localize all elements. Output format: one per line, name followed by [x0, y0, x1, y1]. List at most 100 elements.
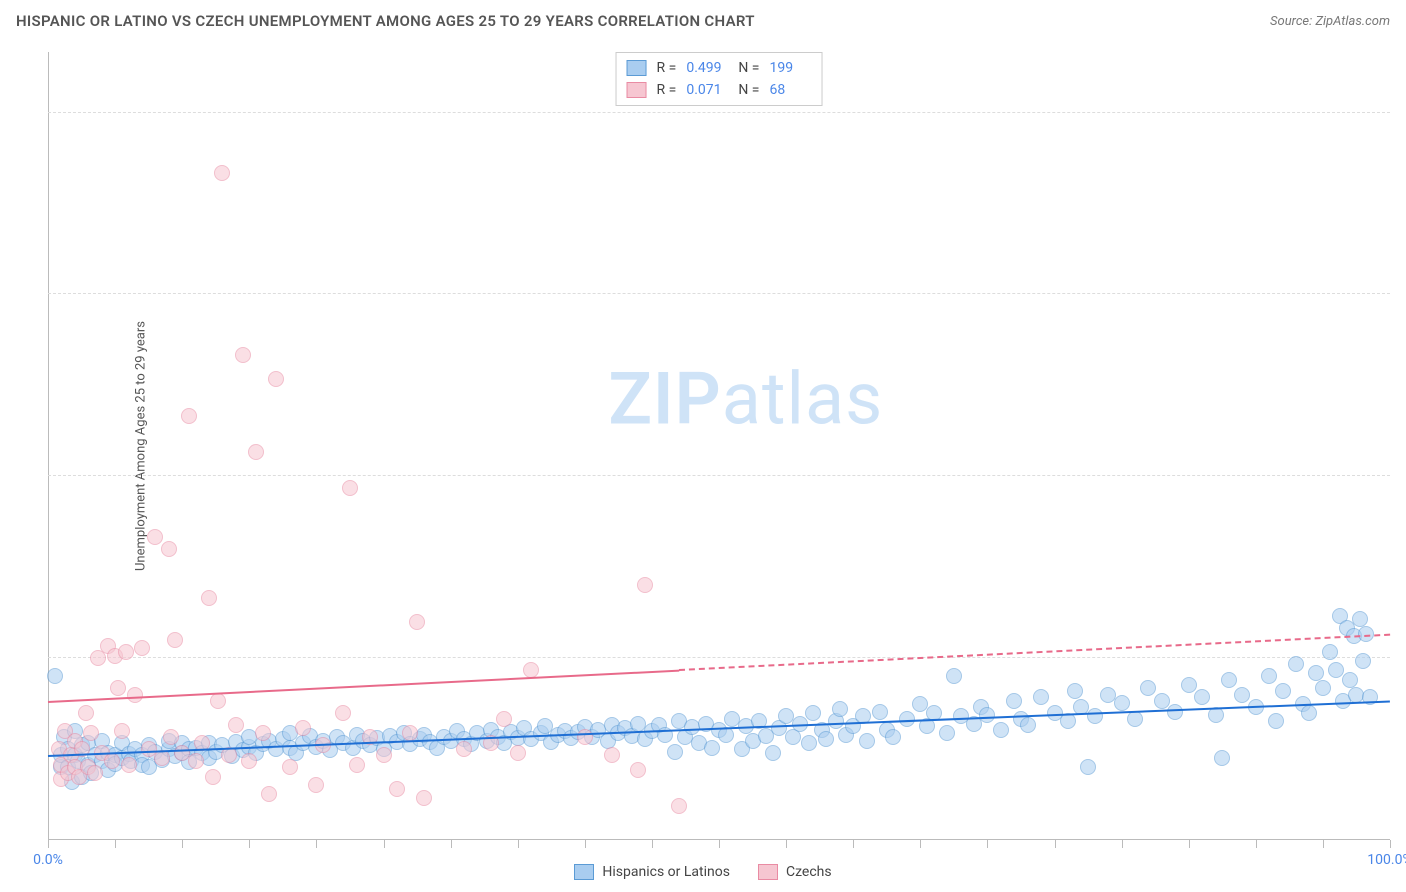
- hispanics-point: [1261, 668, 1277, 684]
- hispanics-point: [1221, 672, 1237, 688]
- hispanics-point: [1194, 689, 1210, 705]
- x-tick: [1189, 840, 1190, 848]
- x-tick: [249, 840, 250, 848]
- hispanics-point: [765, 745, 781, 761]
- czechs-trend-line-dashed: [679, 634, 1390, 671]
- hispanics-legend-swatch: [574, 864, 594, 880]
- hispanics-point: [1234, 687, 1250, 703]
- hispanics-point: [1033, 689, 1049, 705]
- czechs-point: [228, 717, 244, 733]
- czechs-point: [295, 720, 311, 736]
- hispanics-point: [946, 668, 962, 684]
- y-axis-line: [48, 52, 49, 840]
- watermark-atlas: atlas: [722, 356, 884, 441]
- hispanics-point: [1288, 656, 1304, 672]
- czechs-point: [188, 753, 204, 769]
- hispanics-point: [818, 731, 834, 747]
- czechs-point: [201, 590, 217, 606]
- czechs-point: [83, 725, 99, 741]
- n-value: 68: [769, 79, 811, 101]
- czechs-point: [248, 444, 264, 460]
- czechs-point: [335, 705, 351, 721]
- hispanics-point: [1087, 708, 1103, 724]
- czechs-point: [78, 705, 94, 721]
- x-tick: [1055, 840, 1056, 848]
- r-label: R =: [657, 79, 677, 101]
- czechs-point: [456, 741, 472, 757]
- czechs-trend-line: [48, 669, 679, 702]
- hispanics-point: [1301, 705, 1317, 721]
- hispanics-point: [1127, 711, 1143, 727]
- r-value: 0.071: [686, 79, 728, 101]
- czechs-point: [268, 371, 284, 387]
- czechs-point: [114, 723, 130, 739]
- czechs-point: [235, 347, 251, 363]
- hispanics-point: [704, 740, 720, 756]
- hispanics-point: [1322, 644, 1338, 660]
- n-label: N =: [738, 79, 759, 101]
- czechs-point: [161, 541, 177, 557]
- x-tick: [920, 840, 921, 848]
- czechs-point: [127, 687, 143, 703]
- czechs-point: [214, 165, 230, 181]
- czechs-point: [110, 680, 126, 696]
- hispanics-point: [1006, 693, 1022, 709]
- hispanics-point: [1140, 680, 1156, 696]
- czechs-point: [147, 529, 163, 545]
- x-tick: [853, 840, 854, 848]
- hispanics-point: [899, 711, 915, 727]
- hispanics-point: [1154, 693, 1170, 709]
- hispanics-point: [1080, 759, 1096, 775]
- hispanics-point: [47, 668, 63, 684]
- czechs-legend-swatch: [758, 864, 778, 880]
- x-tick: [1390, 840, 1391, 848]
- hispanics-point: [872, 704, 888, 720]
- czechs-swatch: [627, 82, 647, 98]
- hispanics-swatch: [627, 60, 647, 76]
- czechs-point: [181, 408, 197, 424]
- x-tick: [451, 840, 452, 848]
- czechs-point: [104, 753, 120, 769]
- x-tick: [518, 840, 519, 848]
- hispanics-point: [1355, 653, 1371, 669]
- x-tick: [1323, 840, 1324, 848]
- x-tick: [48, 840, 49, 848]
- hispanics-point: [979, 707, 995, 723]
- x-tick: [652, 840, 653, 848]
- legend-label: Hispanics or Latinos: [602, 864, 730, 880]
- r-value: 0.499: [686, 57, 728, 79]
- x-tick: [585, 840, 586, 848]
- czechs-point: [163, 729, 179, 745]
- czechs-point: [255, 725, 271, 741]
- czechs-point: [308, 777, 324, 793]
- czechs-point: [87, 765, 103, 781]
- hispanics-point: [939, 725, 955, 741]
- hispanics-point: [801, 735, 817, 751]
- czechs-point: [671, 798, 687, 814]
- plot-region: ZIPatlas R =0.499N =199R =0.071N =68 15.…: [48, 52, 1390, 840]
- czechs-point: [342, 480, 358, 496]
- hispanics-point: [805, 705, 821, 721]
- czechs-point: [496, 711, 512, 727]
- stats-row-hispanics: R =0.499N =199: [627, 57, 812, 79]
- x-tick: [1256, 840, 1257, 848]
- czechs-point: [349, 757, 365, 773]
- czechs-point: [167, 632, 183, 648]
- legend-label: Czechs: [786, 864, 832, 880]
- czechs-point: [210, 693, 226, 709]
- czechs-point: [134, 640, 150, 656]
- czechs-point: [389, 781, 405, 797]
- legend-item-hispanics: Hispanics or Latinos: [574, 864, 730, 880]
- hispanics-point: [885, 729, 901, 745]
- legend-item-czechs: Czechs: [758, 864, 832, 880]
- bottom-legend: Hispanics or Latinos Czechs: [0, 864, 1406, 880]
- watermark-zip: ZIP: [608, 356, 721, 441]
- czechs-point: [241, 753, 257, 769]
- czechs-point: [409, 614, 425, 630]
- grid-line: [48, 112, 1390, 113]
- czechs-point: [121, 757, 137, 773]
- x-tick: [719, 840, 720, 848]
- hispanics-point: [993, 722, 1009, 738]
- czechs-point: [205, 769, 221, 785]
- n-label: N =: [738, 57, 759, 79]
